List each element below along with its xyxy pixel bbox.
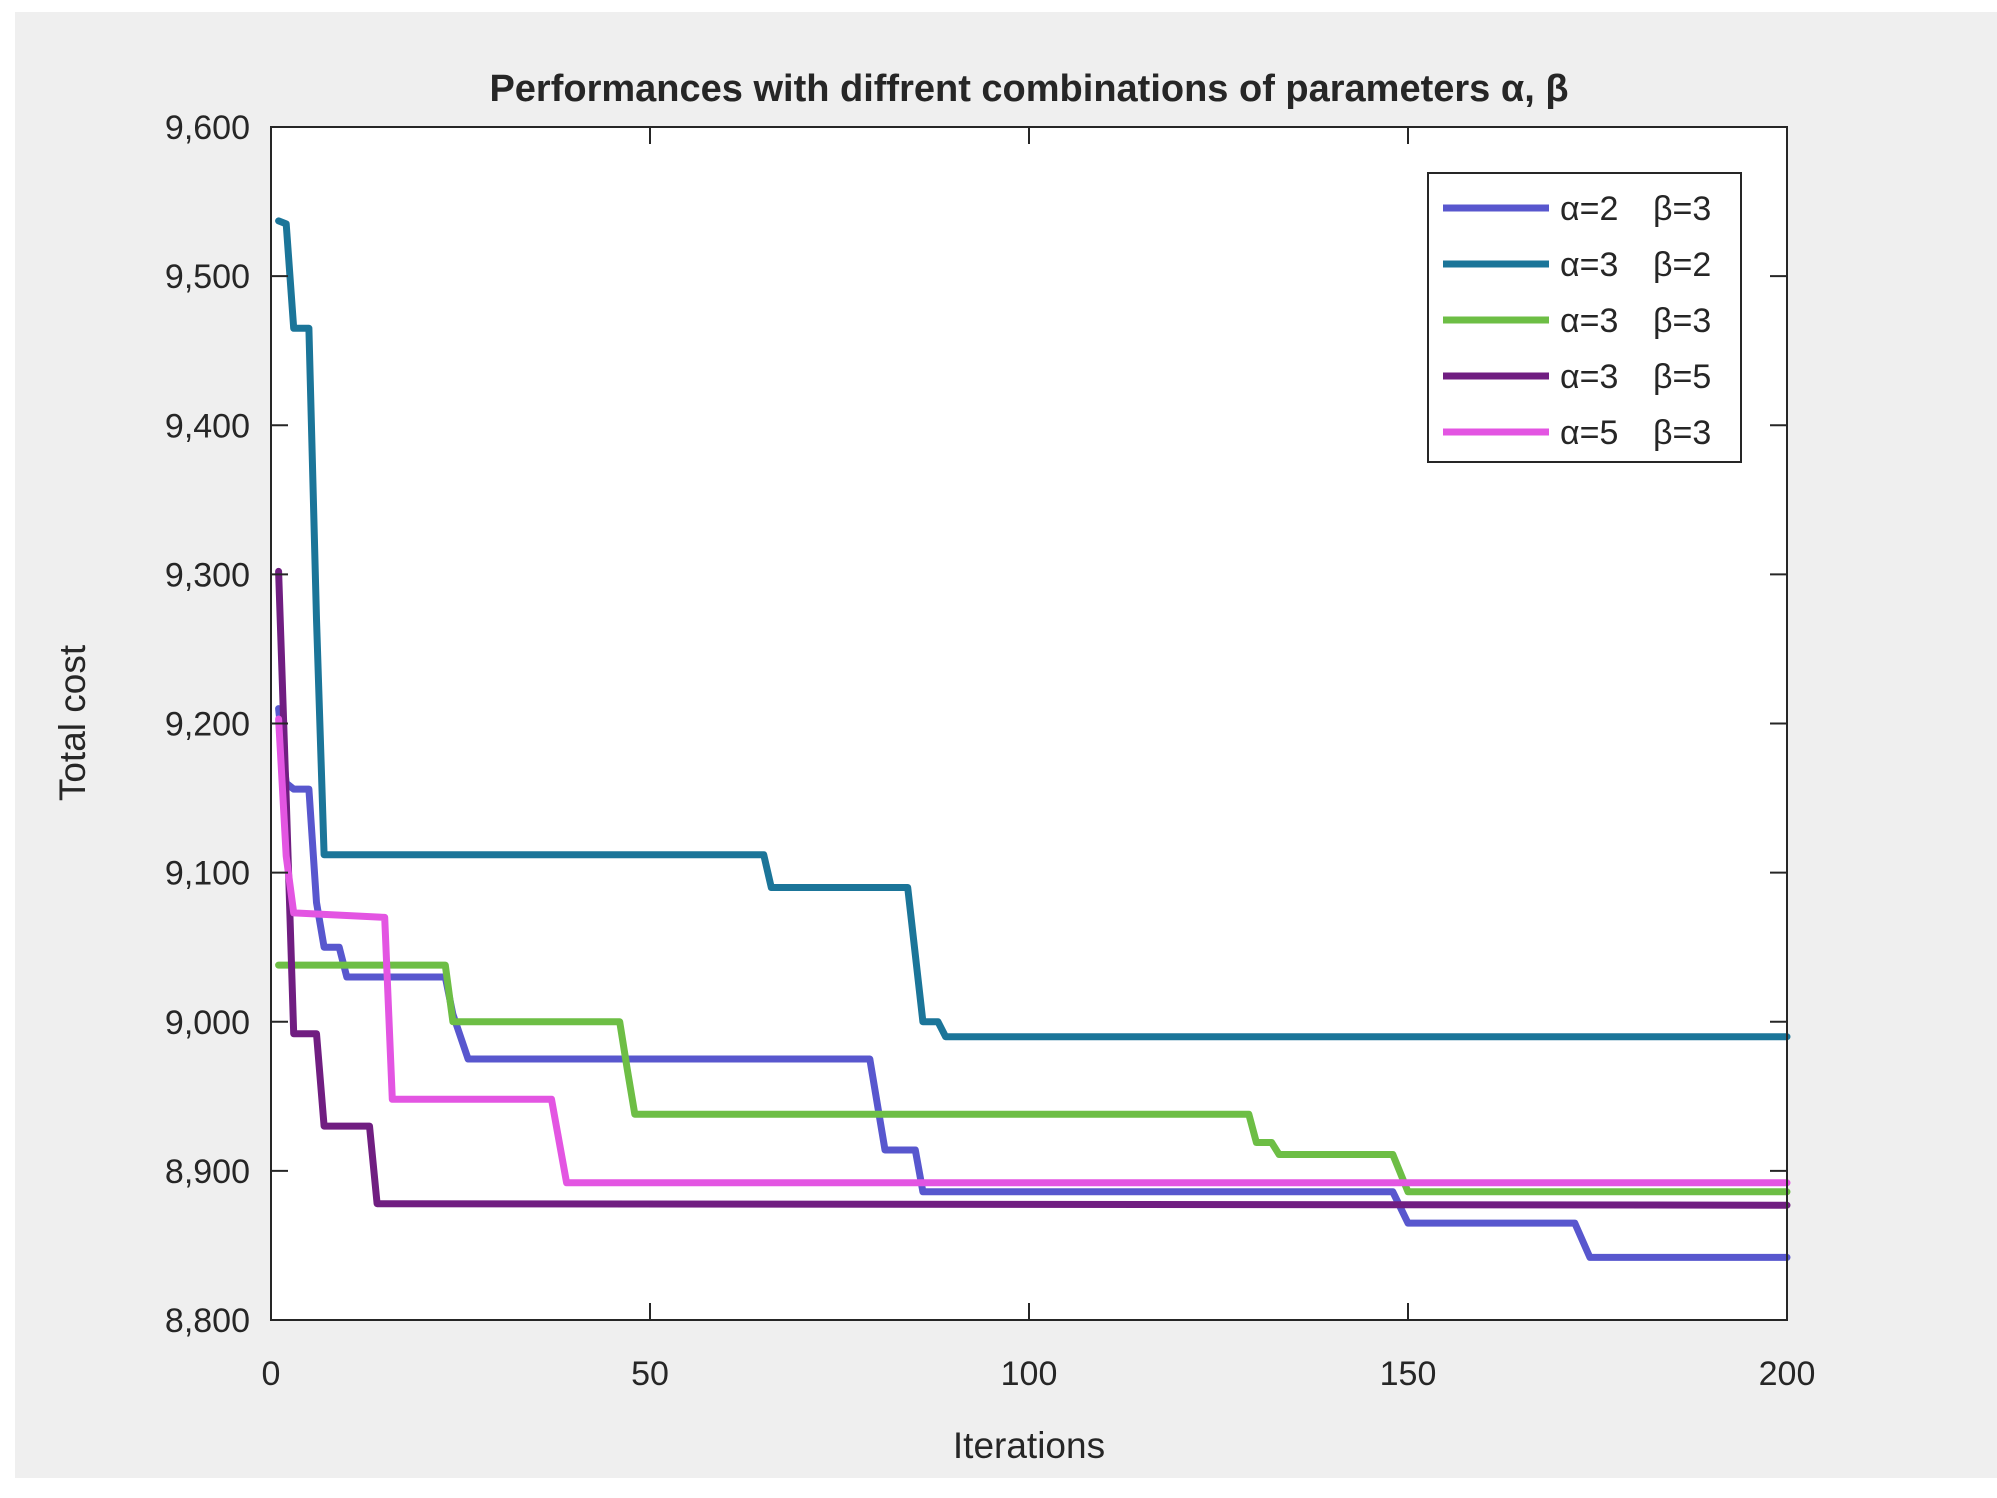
x-tick-labels: 0 50 100 150 200 xyxy=(262,1355,1816,1393)
y-tick-label: 9,300 xyxy=(165,556,250,594)
legend-label-alpha: α=2 xyxy=(1560,190,1618,228)
legend-item: α=3 β=2 xyxy=(1443,246,1711,284)
y-tick-label: 9,100 xyxy=(165,855,250,893)
series-line-3 xyxy=(275,961,1791,1196)
y-tick-labels: 8,800 8,900 9,000 9,100 9,200 9,300 9,400 9,500… xyxy=(165,109,250,1340)
x-tick-label: 200 xyxy=(1759,1355,1816,1393)
axes-box xyxy=(270,126,1788,1321)
series-line-5 xyxy=(275,715,1791,1187)
legend-item: α=5 β=3 xyxy=(1443,414,1711,452)
x-axis-title: Iterations xyxy=(953,1425,1105,1466)
x-tick-label: 100 xyxy=(1001,1355,1058,1393)
x-tick-label: 0 xyxy=(262,1355,281,1393)
y-tick-label: 9,200 xyxy=(165,706,250,744)
legend-label-beta: β=5 xyxy=(1653,358,1711,396)
x-tick-label: 150 xyxy=(1380,1355,1437,1393)
series-lines xyxy=(275,217,1791,1261)
legend-label-beta: β=3 xyxy=(1653,190,1711,228)
legend-label-beta: β=3 xyxy=(1653,414,1711,452)
y-tick-label: 8,800 xyxy=(165,1302,250,1340)
y-tick-label: 9,500 xyxy=(165,258,250,296)
y-axis-title: Total cost xyxy=(52,644,93,801)
legend-label-alpha: α=3 xyxy=(1560,246,1618,284)
y-tick-label: 9,600 xyxy=(165,109,250,147)
legend-item: α=2 β=3 xyxy=(1443,190,1711,228)
legend-label-beta: β=3 xyxy=(1653,302,1711,340)
series-line-1 xyxy=(275,705,1791,1261)
legend-label-alpha: α=5 xyxy=(1560,414,1618,452)
legend-item: α=3 β=5 xyxy=(1443,358,1711,396)
legend-label-alpha: α=3 xyxy=(1560,302,1618,340)
y-tick-label: 8,900 xyxy=(165,1153,250,1191)
legend: α=2 β=3 α=3 β=2 α=3 β=3 α=3 β=5 α=5 xyxy=(1427,172,1742,463)
x-tick-label: 50 xyxy=(631,1355,669,1393)
chart-title: Performances with diffrent combinations … xyxy=(489,68,1568,110)
legend-item: α=3 β=3 xyxy=(1443,302,1711,340)
legend-label-beta: β=2 xyxy=(1653,246,1711,284)
y-tick-label: 9,400 xyxy=(165,407,250,445)
legend-label-alpha: α=3 xyxy=(1560,358,1618,396)
series-line-2 xyxy=(275,217,1791,1041)
y-tick-label: 9,000 xyxy=(165,1004,250,1042)
